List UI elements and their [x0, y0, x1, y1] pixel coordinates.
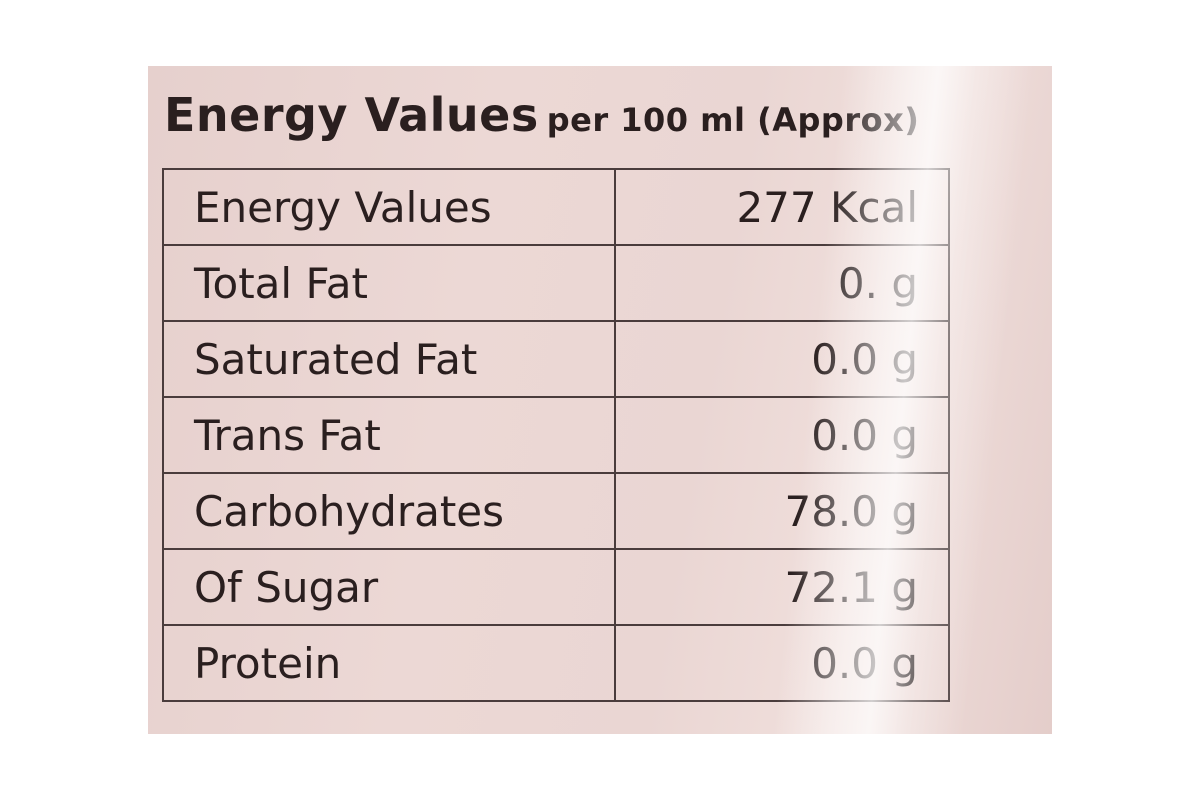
table-row: Saturated Fat 0.0 g: [162, 320, 950, 398]
table-row: Carbohydrates 78.0 g: [162, 472, 950, 550]
nutrient-name: Carbohydrates: [162, 472, 616, 550]
nutrient-name: Of Sugar: [162, 548, 616, 626]
nutrition-table: Energy Values 277 Kcal Total Fat 0. g Sa…: [162, 168, 950, 702]
nutrient-amount: 0.0 g: [614, 624, 950, 702]
heading-main: Energy Values: [164, 88, 539, 142]
nutrient-name: Saturated Fat: [162, 320, 616, 398]
table-row: Of Sugar 72.1 g: [162, 548, 950, 626]
nutrient-amount: 0.0 g: [614, 396, 950, 474]
label-heading: Energy Values per 100 ml (Approx): [164, 88, 919, 142]
nutrient-amount: 72.1 g: [614, 548, 950, 626]
nutrient-name: Energy Values: [162, 168, 616, 246]
nutrient-name: Total Fat: [162, 244, 616, 322]
heading-sub: per 100 ml (Approx): [546, 101, 920, 139]
nutrient-amount: 277 Kcal: [614, 168, 950, 246]
nutrient-name: Trans Fat: [162, 396, 616, 474]
nutrient-amount: 78.0 g: [614, 472, 950, 550]
nutrient-amount: 0.0 g: [614, 320, 950, 398]
table-row: Protein 0.0 g: [162, 624, 950, 702]
nutrient-amount: 0. g: [614, 244, 950, 322]
nutrition-label: Energy Values per 100 ml (Approx) Energy …: [148, 66, 1052, 734]
table-row: Trans Fat 0.0 g: [162, 396, 950, 474]
nutrient-name: Protein: [162, 624, 616, 702]
table-row: Energy Values 277 Kcal: [162, 168, 950, 246]
table-row: Total Fat 0. g: [162, 244, 950, 322]
